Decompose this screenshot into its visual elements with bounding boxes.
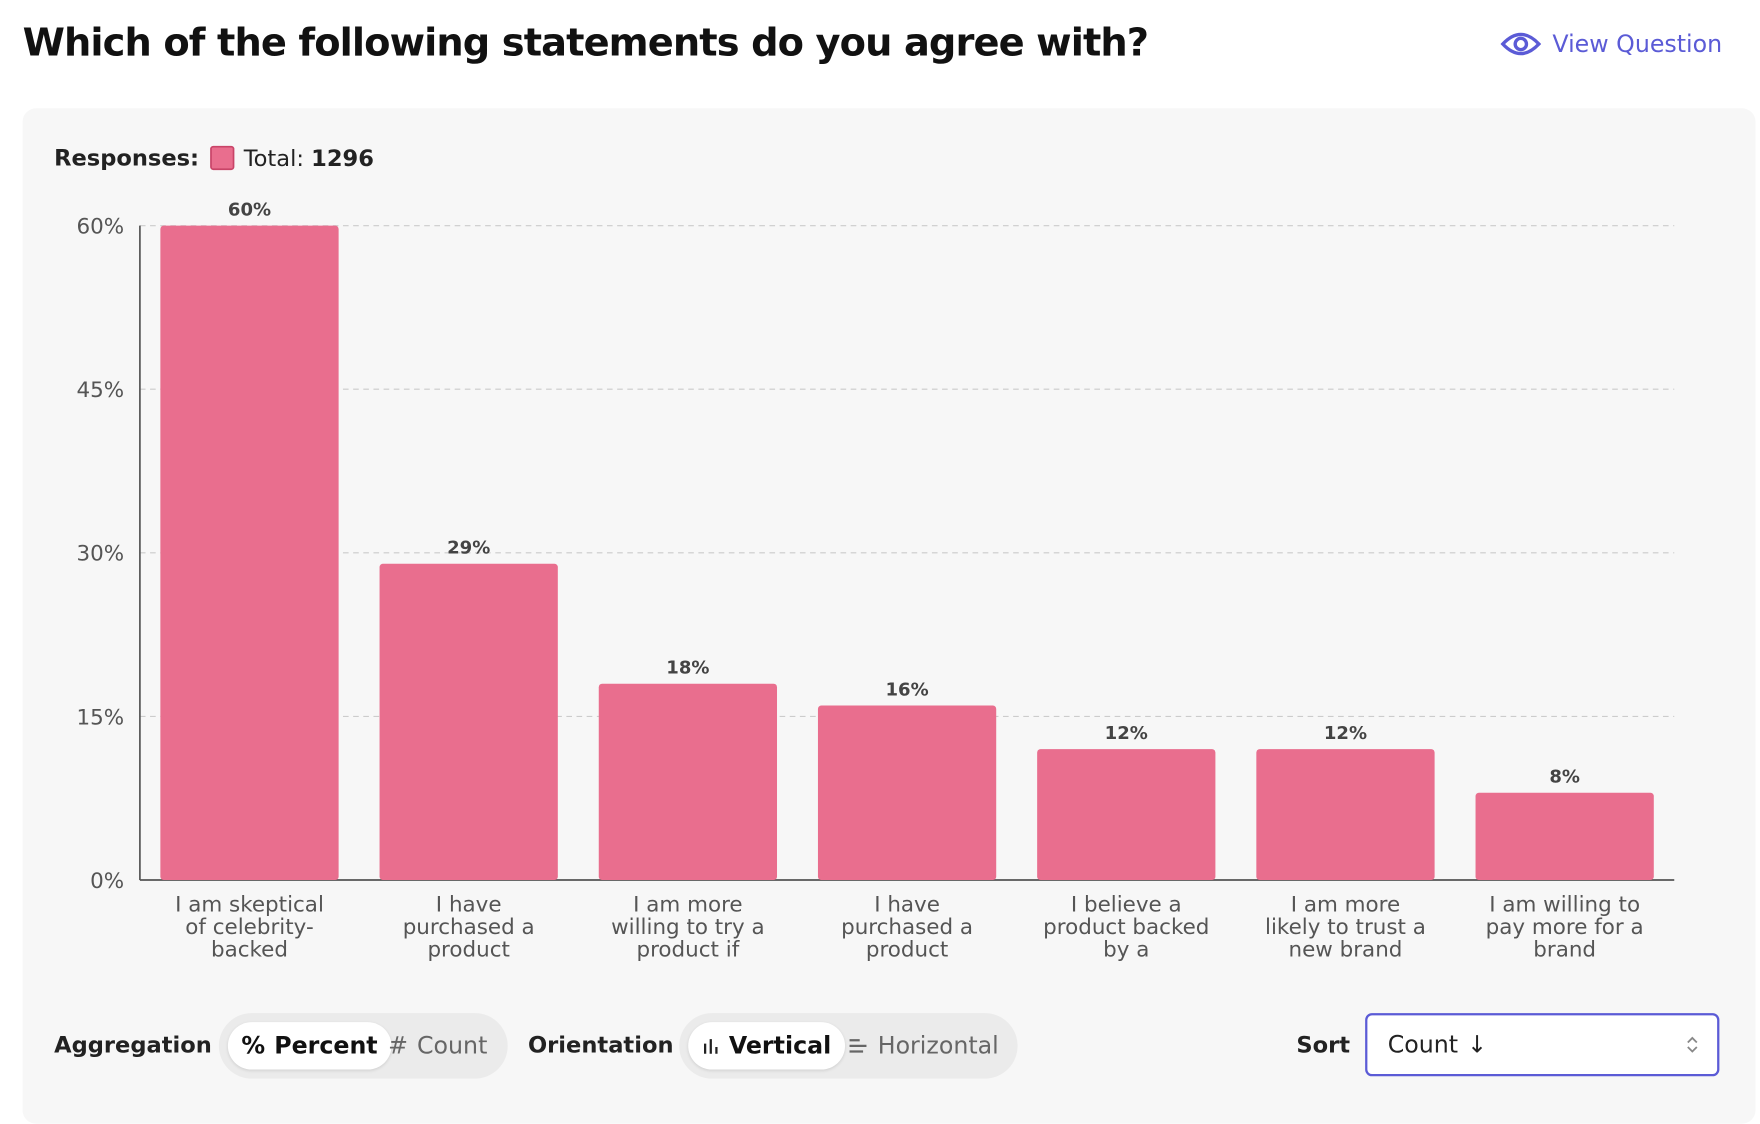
legend-total: Total: 1296 [243, 146, 374, 172]
chart: Responses: Total: 1296 0% 15% 30% 45% 60% 60%… [54, 145, 1675, 894]
eye-icon [1500, 32, 1542, 56]
bar [160, 225, 339, 881]
sort-value[interactable]: Count [1387, 1031, 1459, 1059]
option-text[interactable]: Percent [274, 1032, 378, 1060]
y-tick-label: 45% [76, 378, 124, 403]
link-text[interactable]: View Question [1552, 30, 1723, 58]
aggregation-label: Aggregation [54, 1031, 212, 1059]
page-title: Which of the following statements do you… [22, 20, 1150, 66]
bar [379, 563, 558, 881]
legend-swatch [210, 145, 235, 171]
percent-option[interactable]: % Percent [227, 1022, 392, 1070]
option-text[interactable]: Vertical [728, 1032, 832, 1060]
value-label: 12% [1105, 723, 1148, 744]
select-caret [1687, 1036, 1698, 1053]
sort-label: Sort [1296, 1031, 1350, 1059]
value-label: 29% [447, 538, 490, 559]
vertical-option[interactable]: Vertical [688, 1022, 845, 1070]
option-text[interactable]: Horizontal [877, 1032, 999, 1060]
bar [1037, 749, 1216, 881]
value-label: 16% [885, 679, 928, 700]
x-tick-label: I believe a product backed by a [1043, 893, 1210, 963]
sort-select[interactable]: Count ↓ [1365, 1013, 1720, 1077]
count-option[interactable]: # Count [388, 1032, 488, 1060]
option-text[interactable]: Count [416, 1032, 488, 1060]
page: Which of the following statements do you… [22, 20, 1723, 1079]
y-tick-label: 0% [90, 869, 124, 894]
bar [817, 705, 997, 881]
horizontal-option[interactable]: Horizontal [835, 1022, 1012, 1069]
bar [1256, 749, 1435, 881]
horizontal-icon [849, 1039, 867, 1053]
x-tick-label: I am more willing to try a product if [611, 893, 765, 963]
view-question-link[interactable]: View Question [1500, 29, 1723, 58]
y-tick-label: 60% [76, 215, 124, 240]
value-label: 8% [1549, 767, 1580, 788]
y-tick-label: 15% [76, 705, 124, 730]
legend-total-value: 1296 [311, 146, 374, 172]
bar [598, 683, 778, 881]
x-tick-label: I am skeptical of celebrity-backed [175, 893, 324, 963]
y-tick-label: 30% [76, 542, 124, 567]
x-tick-label: I am more likely to trust a new brand [1265, 893, 1426, 963]
legend-heading: Responses: [54, 146, 199, 172]
legend-total-label: Total: [243, 146, 304, 172]
value-label: 60% [228, 199, 271, 220]
value-label: 18% [666, 658, 709, 679]
x-tick-label: I am willing to pay more for a brand [1485, 893, 1644, 963]
orientation-label: Orientation [528, 1031, 674, 1059]
bar [1475, 792, 1654, 881]
value-label: 12% [1324, 723, 1367, 744]
x-tick-label: I have purchased a product [402, 893, 535, 963]
vertical-icon [704, 1039, 718, 1054]
x-tick-label: I have purchased a product [841, 893, 974, 963]
